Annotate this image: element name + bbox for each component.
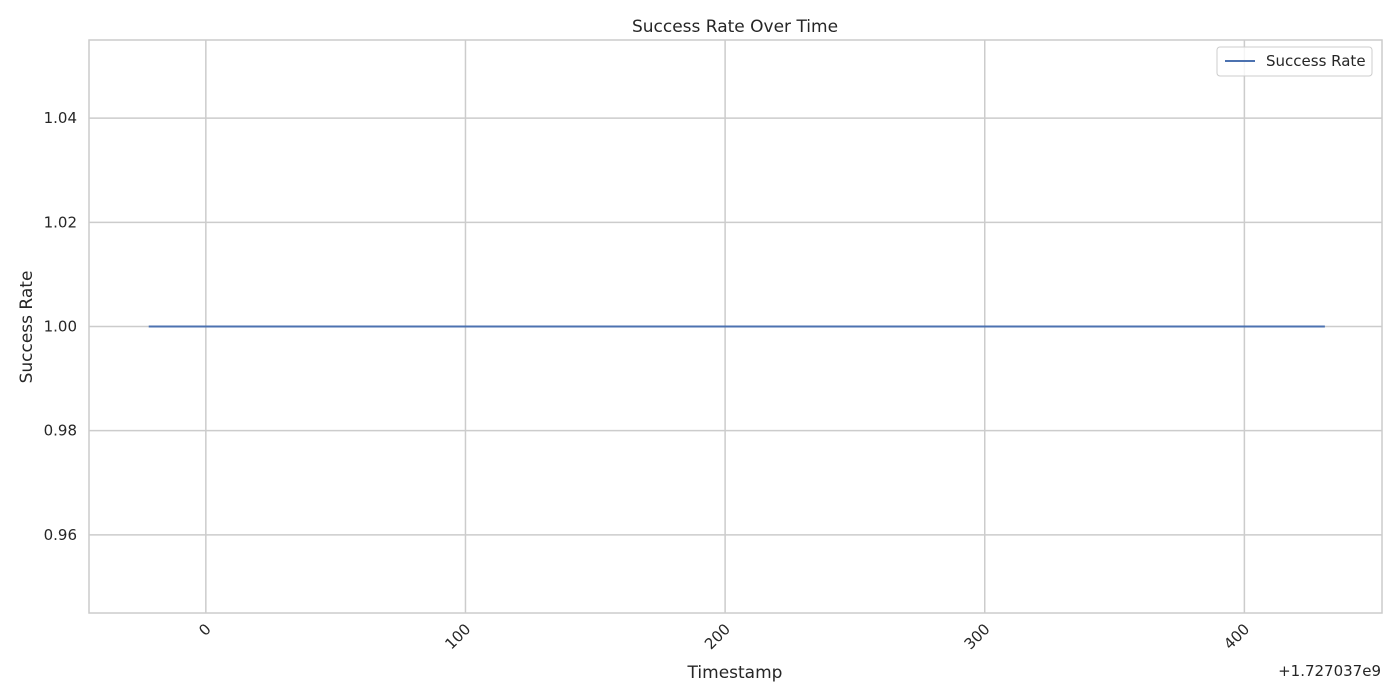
y-tick-label: 0.96 <box>44 526 77 544</box>
x-axis-offset-label: +1.727037e9 <box>1278 662 1381 680</box>
x-tick-label: 400 <box>1220 620 1253 653</box>
x-tick-label: 200 <box>701 620 734 653</box>
x-axis-label: Timestamp <box>687 663 783 683</box>
x-tick-label: 300 <box>961 620 994 653</box>
y-tick-label: 1.00 <box>44 318 77 336</box>
y-axis-ticks: 0.96 0.98 1.00 1.02 1.04 <box>44 109 77 544</box>
y-axis-label: Success Rate <box>17 271 37 384</box>
y-tick-label: 0.98 <box>44 422 77 440</box>
legend-box <box>1216 46 1373 77</box>
legend-label-success-rate: Success Rate <box>1266 52 1366 70</box>
y-tick-label: 1.04 <box>44 109 77 127</box>
x-axis-ticks: 0 100 200 300 400 <box>195 620 1253 653</box>
legend: Success Rate <box>1216 46 1373 77</box>
x-tick-label: 0 <box>195 620 214 639</box>
x-tick-label: 100 <box>441 620 474 653</box>
plot-area-frame <box>88 39 1383 614</box>
chart-title: Success Rate Over Time <box>632 17 838 37</box>
y-tick-label: 1.02 <box>44 213 77 231</box>
